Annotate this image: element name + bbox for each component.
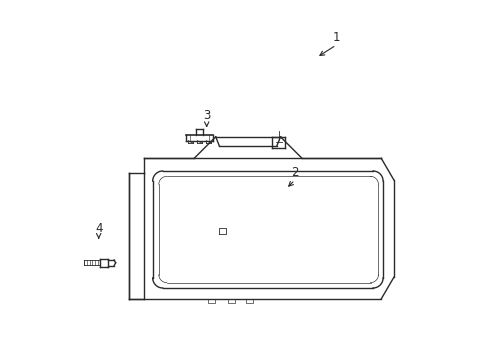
Text: 2: 2 <box>290 166 298 179</box>
Text: 1: 1 <box>332 31 339 44</box>
Text: 3: 3 <box>203 109 210 122</box>
Text: 4: 4 <box>95 222 102 235</box>
